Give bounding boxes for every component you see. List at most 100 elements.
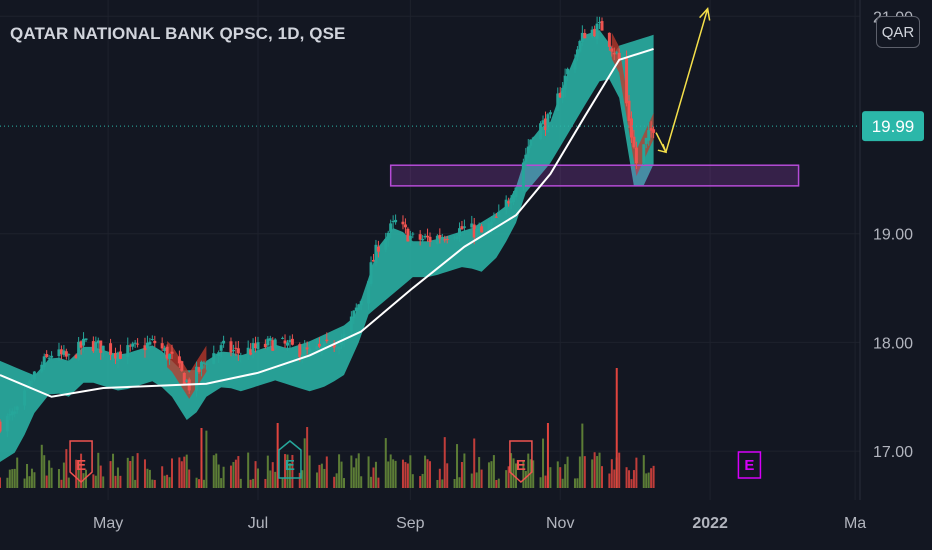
candle-body (246, 347, 250, 355)
volume-bar (507, 466, 510, 488)
candle-body (423, 236, 427, 238)
projection-arrow-head[interactable] (699, 7, 711, 21)
candle-body (455, 236, 459, 240)
candle-body (234, 347, 238, 349)
candle-body (580, 32, 584, 42)
candle-body (231, 349, 235, 352)
volume-bar (436, 479, 439, 488)
volume-bar (583, 456, 586, 488)
candle-body (644, 137, 648, 144)
candle-body (109, 343, 113, 355)
support-zone-box[interactable] (389, 164, 800, 187)
candle-body (251, 343, 255, 353)
candle-body (593, 28, 597, 37)
candle-body (332, 343, 336, 348)
candle-body (47, 357, 51, 359)
candle-body (403, 224, 407, 228)
volume-bar (212, 455, 215, 488)
candle-body (475, 228, 479, 238)
volume-bar (453, 479, 456, 488)
volume-bar (409, 455, 412, 488)
volume-spike (276, 423, 279, 488)
candle-body (337, 346, 341, 350)
volume-bar (338, 454, 341, 488)
volume-bar (195, 477, 198, 488)
candle-body (116, 352, 120, 362)
volume-bar (544, 475, 547, 488)
candle-body (283, 340, 287, 344)
candle-body (204, 363, 208, 365)
candle-body (202, 362, 206, 364)
volume-bar (632, 470, 635, 488)
volume-bar (424, 455, 427, 488)
candle-body (91, 341, 95, 352)
candle-body (563, 75, 567, 90)
candle-body (492, 216, 496, 221)
projection-arrow-line[interactable] (665, 8, 709, 153)
candle-body (512, 195, 516, 203)
volume-bar (561, 478, 564, 488)
projection-arrows[interactable] (655, 7, 711, 154)
volume-bar (487, 462, 490, 488)
volume-bar (426, 459, 429, 488)
volume-bar (473, 438, 476, 488)
candle-body (438, 234, 442, 239)
candle-body (494, 216, 498, 218)
candle-body (182, 372, 186, 385)
volume-bar (163, 475, 166, 488)
volume-bar (593, 452, 596, 488)
earnings-marker[interactable] (278, 440, 302, 479)
candle-body (77, 341, 81, 360)
last-price-label: 19.99 (872, 117, 915, 136)
support-zone[interactable] (389, 164, 800, 187)
volume-bar (458, 477, 461, 488)
candle-body (273, 339, 277, 349)
volume-bar (497, 478, 500, 488)
candle-body (575, 49, 579, 57)
earnings-marker[interactable] (737, 451, 762, 479)
volume-bar (116, 467, 119, 488)
volume-bar (65, 449, 68, 488)
volume-bar (151, 479, 154, 488)
candle-body (214, 353, 218, 355)
candle-body (217, 352, 221, 357)
candle-body (74, 354, 78, 359)
volume-bar (99, 465, 102, 488)
volume-bar (239, 478, 242, 488)
volume-bar (232, 462, 235, 488)
volume-bar (67, 477, 70, 488)
x-tick-label: Sep (396, 515, 425, 532)
candle-body (268, 338, 272, 341)
candle-body (239, 355, 243, 357)
volume-bars (0, 368, 655, 488)
volume-bar (229, 465, 232, 488)
volume-bar (360, 476, 363, 488)
volume-bar (114, 475, 117, 488)
candle-body (153, 340, 157, 344)
volume-bar (247, 452, 250, 488)
currency-button[interactable]: QAR (876, 16, 920, 48)
volume-bar (335, 473, 338, 488)
candle-body (497, 211, 501, 217)
earnings-marker[interactable] (509, 440, 533, 484)
candle-body (401, 221, 405, 225)
volume-bar (281, 477, 284, 488)
volume-bar (77, 460, 80, 488)
volume-bar (94, 475, 97, 488)
candle-body (219, 345, 223, 351)
candle-body (632, 136, 636, 148)
candle-body (453, 237, 457, 239)
volume-bar (645, 473, 648, 488)
volume-bar (438, 468, 441, 488)
candle-body (315, 346, 319, 350)
earnings-marker[interactable] (69, 440, 93, 484)
candle-body (598, 22, 602, 24)
volume-bar (556, 461, 559, 488)
candle-body (67, 354, 71, 356)
candle-body (271, 340, 275, 351)
volume-bar (220, 478, 223, 488)
volume-bar (495, 479, 498, 488)
